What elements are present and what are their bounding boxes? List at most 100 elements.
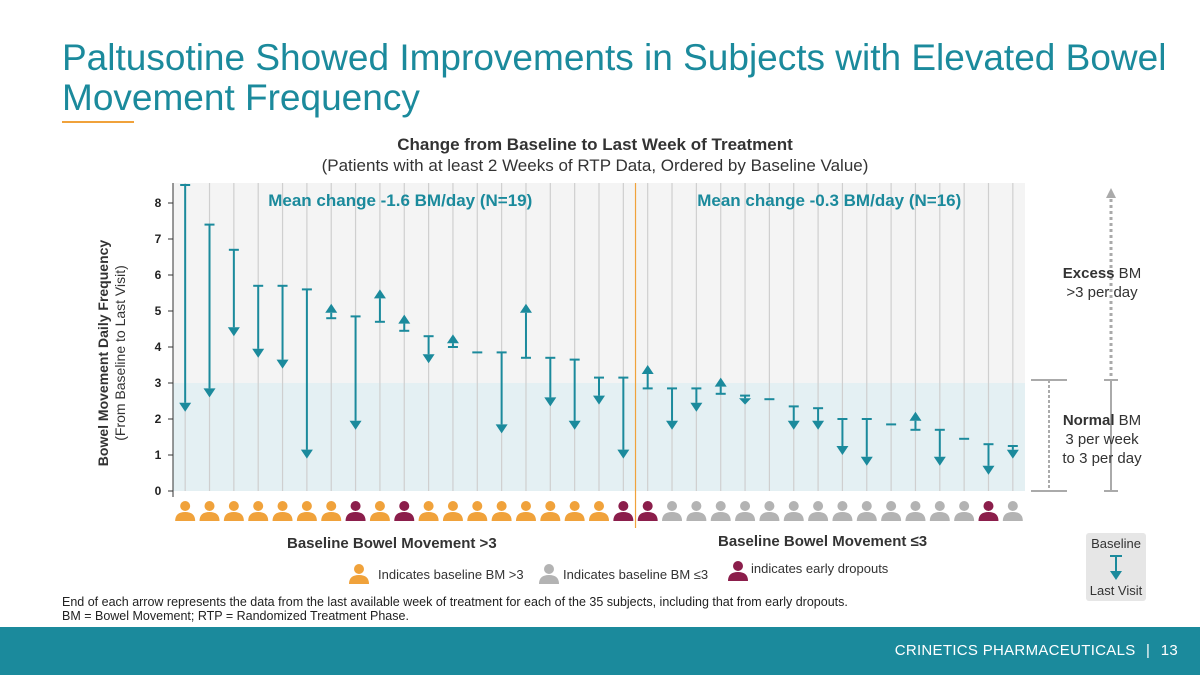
change-arrow-head: [495, 424, 508, 434]
mean-change-low-label: Mean change -0.3 BM/day (N=16): [697, 191, 961, 210]
person-high-icon: [199, 512, 220, 521]
person-high-icon: [277, 501, 288, 511]
y-tick-label: 5: [155, 304, 162, 318]
change-arrow-head: [641, 365, 654, 374]
person-low-icon: [910, 501, 921, 511]
legend-purple: indicates early dropouts: [727, 560, 888, 582]
title-underline: [62, 121, 134, 123]
person-dropout-icon: [345, 512, 366, 521]
person-high-icon: [491, 512, 512, 521]
person-high-icon: [223, 512, 244, 521]
person-low-icon: [662, 512, 683, 521]
change-arrow-head: [739, 398, 752, 405]
change-arrow-head: [179, 402, 192, 412]
person-high-icon: [253, 501, 264, 511]
change-arrow-head: [982, 465, 995, 475]
person-high-icon: [321, 512, 342, 521]
change-arrow-head: [909, 411, 922, 421]
change-arrow-head: [325, 303, 338, 313]
change-arrow-head: [349, 420, 362, 430]
y-tick-label: 4: [155, 340, 162, 354]
person-low-icon: [686, 512, 707, 521]
excess-note: Excess BM >3 per day: [1042, 264, 1162, 302]
person-low-icon: [1002, 512, 1023, 521]
change-arrow-head: [252, 348, 265, 358]
person-high-icon: [369, 512, 390, 521]
person-high-icon: [564, 512, 585, 521]
change-arrow-head: [203, 388, 216, 398]
footer-bar: [0, 627, 1200, 675]
person-low-icon: [715, 501, 726, 511]
person-high-icon: [594, 501, 604, 511]
person-gray-icon: [539, 564, 559, 584]
footer-separator: |: [1146, 642, 1151, 659]
normal-note-bold: Normal: [1062, 412, 1115, 429]
change-arrow-head: [593, 395, 605, 405]
person-high-icon: [301, 501, 312, 511]
change-arrow-head: [227, 327, 240, 337]
person-high-icon: [540, 512, 561, 521]
normal-note-line3: to 3 per day: [1062, 450, 1142, 467]
person-low-icon: [959, 501, 970, 511]
person-high-icon: [296, 512, 317, 521]
person-high-icon: [496, 501, 507, 511]
person-high-icon: [204, 501, 215, 511]
person-low-icon: [905, 512, 926, 521]
person-dropout-icon: [350, 501, 361, 511]
person-low-icon: [1007, 501, 1018, 511]
legend-gray-label: Indicates baseline BM ≤3: [563, 566, 709, 582]
excess-note-bold: Excess: [1062, 265, 1115, 282]
excess-note-rest: BM: [1114, 265, 1142, 282]
mean-change-high-label: Mean change -1.6 BM/day (N=19): [268, 191, 532, 210]
person-high-icon: [418, 512, 439, 521]
person-high-icon: [175, 512, 196, 521]
person-dropout-icon: [399, 501, 410, 511]
normal-note: Normal BM 3 per week to 3 per day: [1042, 411, 1162, 468]
change-arrow-head: [787, 420, 800, 430]
person-high-icon: [228, 501, 239, 511]
change-arrow-head: [446, 334, 459, 344]
person-dropout-icon: [613, 512, 634, 521]
person-orange-icon: [349, 564, 369, 584]
footnote-1: End of each arrow represents the data fr…: [62, 595, 848, 609]
change-arrow-head: [373, 289, 386, 299]
person-low-icon: [710, 512, 731, 521]
y-tick-label: 2: [155, 412, 162, 426]
key-last-visit-label: Last Visit: [1089, 583, 1143, 598]
person-high-icon: [569, 501, 580, 511]
key-baseline-label: Baseline: [1091, 536, 1141, 551]
person-low-icon: [929, 512, 950, 521]
person-low-icon: [759, 512, 780, 521]
person-low-icon: [740, 501, 751, 511]
change-arrow-head: [666, 420, 679, 430]
change-arrow-head: [617, 449, 630, 459]
chart-subtitle: (Patients with at least 2 Weeks of RTP D…: [321, 156, 869, 175]
person-low-icon: [886, 501, 897, 511]
group-label-high: Baseline Bowel Movement >3: [287, 535, 497, 552]
legend-orange: Indicates baseline BM >3: [348, 563, 524, 585]
y-tick-label: 3: [155, 376, 162, 390]
excess-arrow-icon: [1106, 188, 1116, 198]
person-dropout-icon: [394, 512, 415, 521]
person-high-icon: [472, 501, 483, 511]
person-low-icon: [954, 512, 975, 521]
y-tick-label: 7: [155, 232, 162, 246]
person-low-icon: [813, 501, 824, 511]
person-high-icon: [589, 512, 609, 521]
person-low-icon: [881, 512, 902, 521]
legend-orange-label: Indicates baseline BM >3: [378, 566, 524, 582]
person-low-icon: [764, 501, 775, 511]
person-dropout-icon: [983, 501, 994, 511]
person-high-icon: [467, 512, 488, 521]
person-low-icon: [856, 512, 877, 521]
change-arrow-head: [860, 456, 873, 466]
person-low-icon: [832, 512, 853, 521]
company-name: CRINETICS PHARMACEUTICALS: [894, 642, 1136, 659]
page-title: Paltusotine Showed Improvements in Subje…: [62, 37, 1167, 118]
person-high-icon: [248, 512, 269, 521]
person-dropout-icon: [642, 501, 653, 511]
person-high-icon: [423, 501, 434, 511]
person-low-icon: [808, 512, 829, 521]
person-high-icon: [442, 512, 463, 521]
change-arrow-head: [519, 303, 532, 313]
